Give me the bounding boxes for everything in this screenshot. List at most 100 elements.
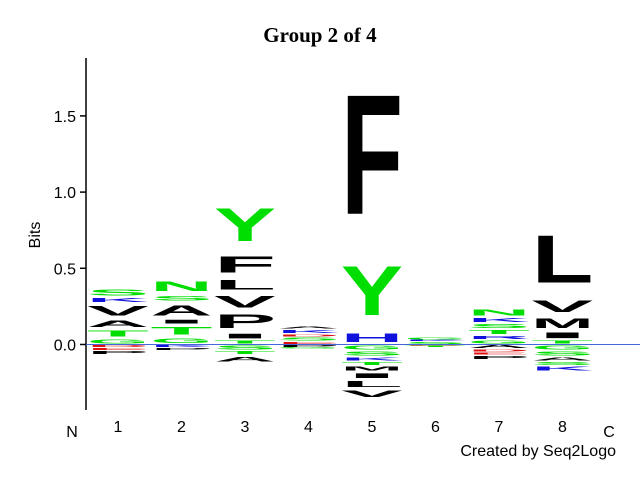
letter-glyph: S <box>87 288 149 297</box>
letter: G <box>278 348 340 350</box>
letter: K <box>87 297 149 303</box>
letter-glyph: T <box>214 340 276 345</box>
letter-glyph: E <box>87 347 149 350</box>
letter-glyph: K <box>151 344 213 347</box>
letter-glyph: T <box>468 329 530 335</box>
letter-glyph: G <box>532 344 594 350</box>
letter: S <box>405 341 467 344</box>
credit: Created by Seq2Logo <box>460 443 616 460</box>
letter-glyph: D <box>87 344 149 347</box>
letter-glyph: S <box>532 351 594 357</box>
letter: G <box>87 338 149 344</box>
letter-glyph: I <box>532 331 594 340</box>
x-tick-label: 5 <box>368 419 377 436</box>
letter-glyph: T <box>341 361 403 366</box>
letter: I <box>214 332 276 340</box>
letter-glyph: T <box>214 351 276 356</box>
letter: L <box>532 222 594 298</box>
letter-glyph: G <box>405 337 467 340</box>
letter-glyph: S <box>214 344 276 350</box>
letter: A <box>214 355 276 363</box>
letter: S <box>278 337 340 342</box>
letter: T <box>214 351 276 356</box>
y-tick-label: 1.5 <box>54 109 76 126</box>
letter: S <box>341 351 403 357</box>
y-axis-label: Bits <box>27 222 44 249</box>
letter: N <box>151 279 213 294</box>
letter: G <box>532 344 594 350</box>
letter-glyph: A <box>468 344 530 349</box>
letter: G <box>151 337 213 345</box>
letter-glyph: V <box>214 293 276 311</box>
letter-glyph: G <box>468 340 530 345</box>
letter-glyph: F <box>214 251 276 277</box>
letter-glyph: K <box>468 317 530 323</box>
y-tick-label: 1.0 <box>54 185 76 202</box>
chart-title: Group 2 of 4 <box>263 23 377 47</box>
letter: V <box>87 303 149 318</box>
letter: M <box>341 366 403 372</box>
letter-glyph: P <box>87 351 149 356</box>
letter-glyph: Y <box>341 251 403 331</box>
letter: F <box>214 251 276 277</box>
letter: S <box>151 294 213 302</box>
letter-glyph: R <box>468 335 530 340</box>
letter: P <box>278 344 340 347</box>
letter: S <box>468 323 530 329</box>
x-tick-label: 3 <box>241 419 250 436</box>
letter: N <box>468 308 530 317</box>
letter-glyph: S <box>405 341 467 344</box>
letter-glyph: P <box>278 344 340 347</box>
letter: V <box>341 389 403 400</box>
letter: P <box>468 355 530 360</box>
letter: A <box>151 302 213 319</box>
letter-glyph: L <box>341 380 403 389</box>
letter-glyph: Y <box>214 198 276 252</box>
letter: P <box>214 311 276 332</box>
letter: S <box>532 351 594 357</box>
letter-glyph: V <box>532 297 594 315</box>
letter: I <box>532 331 594 340</box>
letter-glyph: V <box>341 389 403 400</box>
letter: D <box>468 349 530 352</box>
letter: A <box>87 319 149 330</box>
letter-glyph: A <box>87 319 149 330</box>
letter-glyph: L <box>214 277 276 292</box>
letter-glyph: H <box>341 331 403 345</box>
letter-glyph: K <box>87 297 149 303</box>
letter: H <box>341 331 403 345</box>
letter: E <box>278 341 340 344</box>
letter: K <box>278 329 340 334</box>
letter: G <box>341 344 403 350</box>
letter: E <box>468 352 530 355</box>
x-tick-label: 7 <box>495 419 504 436</box>
letter: S <box>87 288 149 297</box>
letter-glyph: A <box>151 302 213 319</box>
letter: D <box>87 344 149 347</box>
y-tick-label: 0.0 <box>54 337 76 354</box>
letter-glyph: K <box>341 357 403 362</box>
letter-glyph: S <box>532 361 594 366</box>
letter-glyph: S <box>468 323 530 329</box>
letter-glyph: K <box>532 366 594 372</box>
n-terminus-label: N <box>66 424 78 441</box>
letter-glyph: I <box>151 319 213 325</box>
letter-glyph: D <box>278 334 340 337</box>
y-tick-label: 0.5 <box>54 261 76 278</box>
letter-glyph: M <box>341 366 403 372</box>
letter-glyph: T <box>151 325 213 337</box>
letter: M <box>532 316 594 331</box>
x-tick-label: 8 <box>558 419 567 436</box>
letter-glyph: K <box>278 329 340 334</box>
letter: T <box>532 340 594 345</box>
letter-glyph: V <box>87 303 149 318</box>
letter-glyph: A <box>214 355 276 363</box>
letter: T <box>87 329 149 338</box>
letter: D <box>278 334 340 337</box>
letter-glyph: M <box>532 316 594 331</box>
letter-glyph: P <box>151 347 213 350</box>
letter-glyph: P <box>214 311 276 332</box>
letter: A <box>532 357 594 362</box>
letter: T <box>468 329 530 335</box>
